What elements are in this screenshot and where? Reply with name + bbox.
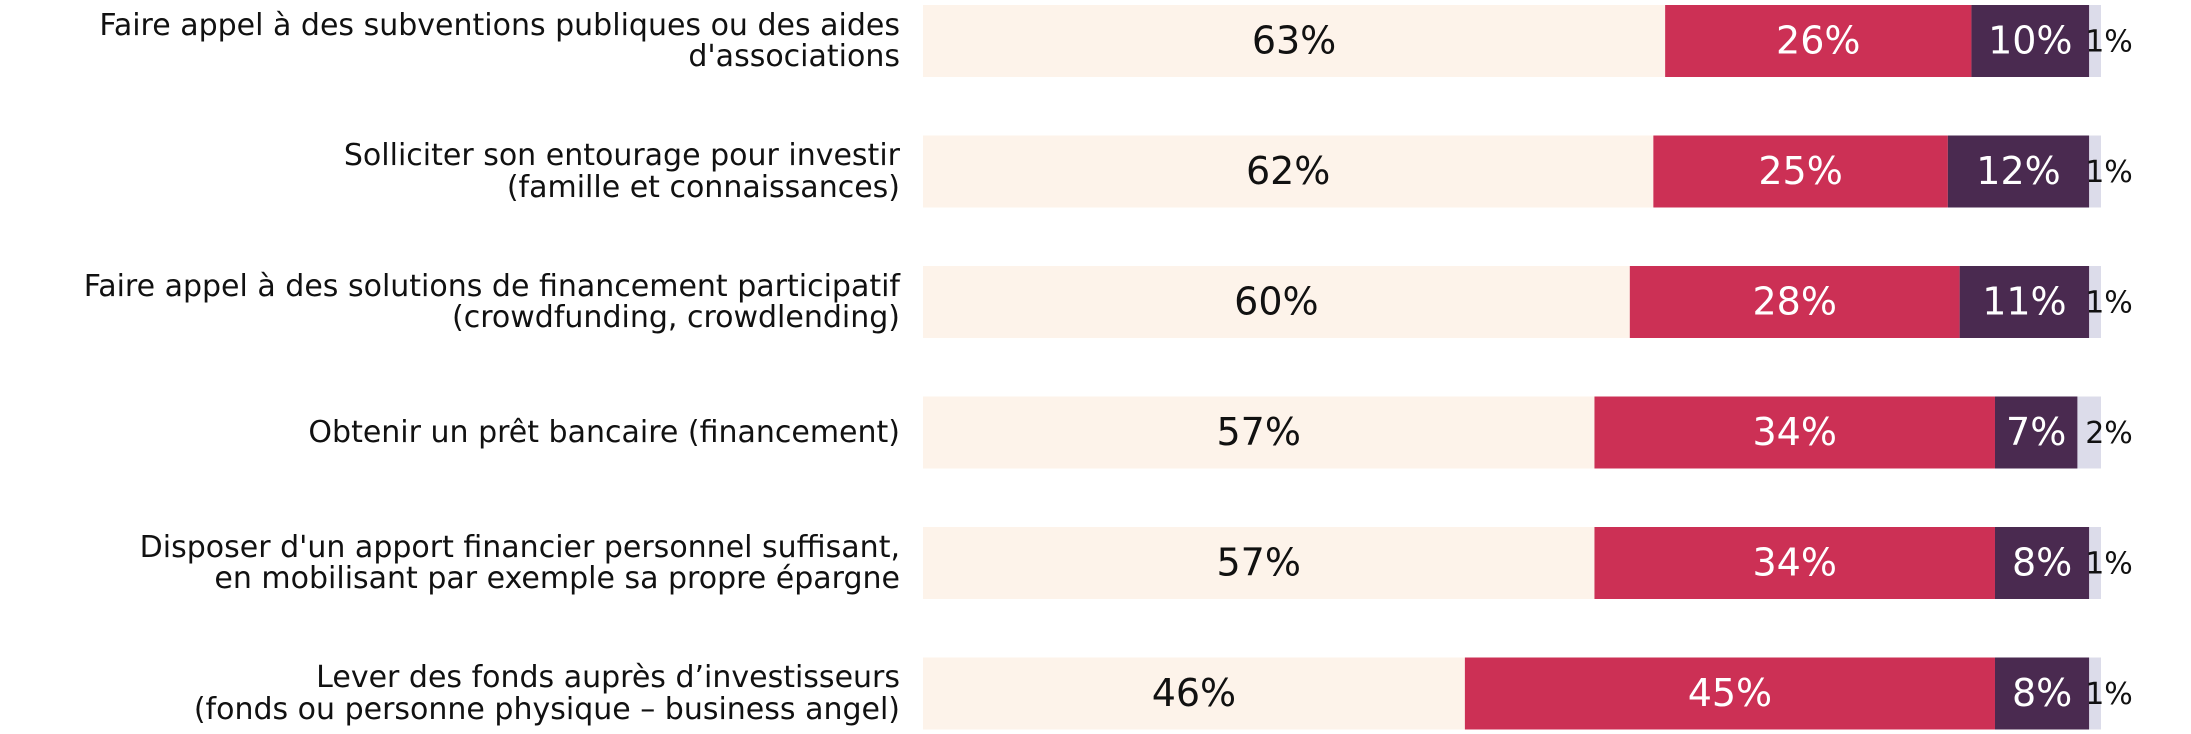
- bar-segment: [923, 135, 1654, 208]
- bar-segment: [2089, 135, 2101, 208]
- value-label: 28%: [1752, 280, 1836, 324]
- bar-segment: [1594, 527, 1995, 599]
- category-label: Faire appel à des subventions publiques …: [99, 7, 900, 74]
- bar-segment: [2089, 266, 2101, 338]
- bar-segment: [1629, 266, 1960, 338]
- value-label: 57%: [1216, 410, 1300, 454]
- bar-segment: [1994, 657, 2090, 730]
- value-label: 8%: [2012, 671, 2072, 715]
- bar-segment: [923, 657, 1465, 730]
- bar-segment: [1947, 135, 2090, 208]
- value-label: 34%: [1752, 410, 1836, 454]
- value-label: 60%: [1234, 280, 1318, 324]
- value-label: 11%: [1982, 280, 2066, 324]
- bar-segment: [1464, 657, 1995, 730]
- value-label: 7%: [2006, 410, 2066, 454]
- bar-segment: [1959, 266, 2090, 338]
- bar-segment: [923, 527, 1595, 599]
- bar-segment: [923, 396, 1595, 469]
- category-label: Lever des fonds auprès d’investisseurs (…: [193, 660, 900, 727]
- value-label: 34%: [1752, 541, 1836, 585]
- bar-segment: [2077, 396, 2101, 469]
- category-label: Obtenir un prêt bancaire (financement): [308, 414, 900, 450]
- category-label: Faire appel à des solutions de financeme…: [83, 268, 900, 335]
- bar-segment: [923, 5, 1666, 77]
- bar-segment: [2089, 657, 2101, 730]
- bar-segment: [2089, 5, 2101, 77]
- value-label: 46%: [1152, 671, 1236, 715]
- value-label: 1%: [2085, 677, 2133, 712]
- value-label: 2%: [2085, 416, 2133, 451]
- value-label: 8%: [2012, 541, 2072, 585]
- bar-segment: [1665, 5, 1972, 77]
- bar-segment: [1994, 527, 2090, 599]
- value-label: 62%: [1246, 149, 1330, 193]
- bar-segment: [2089, 527, 2101, 599]
- value-label: 26%: [1776, 19, 1860, 63]
- value-label: 1%: [2085, 25, 2133, 60]
- bar-segment: [1594, 396, 1995, 469]
- value-label: 45%: [1688, 671, 1772, 715]
- value-label: 63%: [1252, 19, 1336, 63]
- value-label: 10%: [1988, 19, 2072, 63]
- bar-segment: [1994, 396, 2078, 469]
- bar-segment: [1653, 135, 1948, 208]
- bar-segment: [923, 266, 1630, 338]
- value-label: 57%: [1216, 541, 1300, 585]
- value-label: 12%: [1976, 149, 2060, 193]
- category-label: Solliciter son entourage pour investir (…: [343, 138, 900, 205]
- category-label: Disposer d'un apport financier personnel…: [139, 529, 900, 596]
- bar-segment: [1971, 5, 2090, 77]
- value-label: 1%: [2085, 155, 2133, 190]
- value-label: 25%: [1758, 149, 1842, 193]
- value-label: 1%: [2085, 547, 2133, 582]
- value-label: 1%: [2085, 286, 2133, 321]
